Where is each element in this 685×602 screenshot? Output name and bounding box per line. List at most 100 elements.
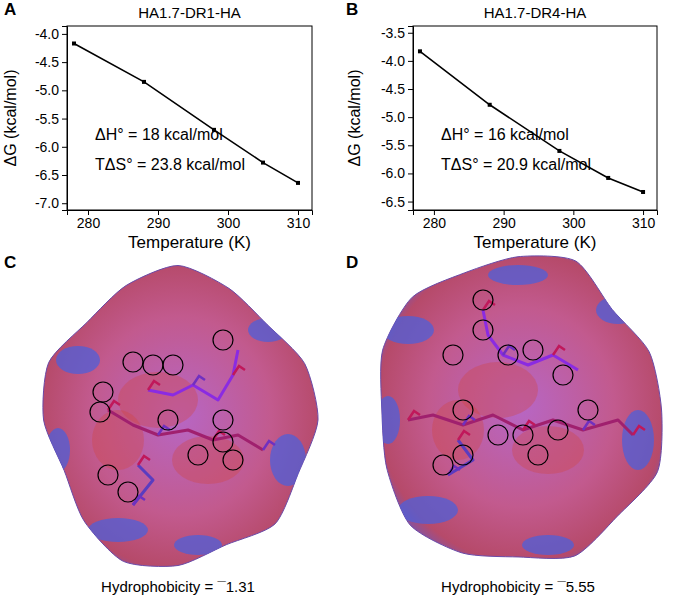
y-axis-line	[62, 27, 68, 211]
surface-patch	[622, 410, 654, 470]
chart-title: HA1.7-DR4-HA	[484, 4, 587, 21]
y-tick-mark	[62, 203, 67, 204]
surface-patch	[522, 535, 574, 555]
peptide-stick	[108, 410, 263, 450]
side-chain	[553, 346, 565, 355]
x-tick: 300	[217, 210, 241, 231]
y-tick: -4.5	[35, 54, 67, 70]
x-tick: 310	[632, 210, 656, 231]
y-axis: -4.0 -4.5 -5.0 -5.5 -6.0 -6.5 -7.0	[35, 26, 68, 211]
surface-patch	[596, 296, 640, 324]
y-tick-label: -4.0	[35, 26, 59, 42]
surface-patch	[398, 496, 458, 524]
y-tick-mark	[62, 90, 67, 91]
residue-circle	[433, 455, 453, 475]
surface-patch	[248, 318, 288, 342]
residue-circle	[473, 320, 493, 340]
y-tick-label: -6.0	[381, 165, 405, 181]
plot-frame	[413, 26, 657, 210]
panel-label: A	[4, 0, 16, 19]
y-tick-label: -5.5	[381, 137, 405, 153]
protein-surface	[43, 265, 318, 566]
y-axis-title: ΔG (kcal/mol)	[346, 70, 363, 167]
residue-circle	[498, 345, 518, 365]
y-tick: -6.0	[35, 139, 67, 155]
side-chain	[633, 426, 645, 435]
residue-circle	[488, 425, 508, 445]
figure: AHA1.7-DR1-HA280290300310-4.0-4.5-5.0-5.…	[0, 0, 685, 602]
surface-patch	[488, 265, 548, 285]
y-tick: -5.0	[35, 82, 67, 98]
panel-label: B	[346, 0, 358, 19]
residue-circle	[548, 420, 568, 440]
y-tick-mark	[408, 33, 413, 34]
data-point	[606, 176, 610, 180]
x-axis: 280290300310	[414, 210, 658, 231]
x-tick-label: 310	[287, 215, 311, 231]
residue-circle	[98, 465, 118, 485]
y-tick-label: -4.0	[381, 53, 405, 69]
surface-patches	[46, 318, 306, 555]
y-tick-label: -5.0	[35, 82, 59, 98]
side-chain	[233, 366, 245, 375]
data-point	[72, 41, 76, 45]
residue-circle	[553, 365, 573, 385]
residue-circle	[473, 290, 493, 310]
y-tick-label: -4.5	[35, 54, 59, 70]
y-tick-label: -5.5	[35, 111, 59, 127]
residue-circle	[118, 482, 138, 502]
y-tick-label: -6.5	[381, 194, 405, 210]
y-tick-mark	[62, 147, 67, 148]
data-line	[74, 43, 298, 182]
y-tick: -4.0	[381, 53, 413, 69]
y-tick: -3.5	[381, 25, 413, 41]
y-tick-mark	[62, 175, 67, 176]
x-axis-line	[414, 211, 658, 216]
y-tick-label: -6.5	[35, 167, 59, 183]
y-tick: -5.5	[381, 137, 413, 153]
side-chain	[448, 466, 460, 475]
residue-circle	[93, 382, 113, 402]
y-tick: -7.0	[35, 195, 67, 211]
annotation: ΔH° = 18 kcal/mol	[95, 126, 223, 143]
x-axis-title: Temperature (K)	[474, 233, 597, 252]
surface-patch	[382, 316, 434, 344]
annotation: TΔS° = 20.9 kcal/mol	[441, 156, 591, 173]
residue-circle	[223, 450, 243, 470]
y-tick-label: -7.0	[35, 195, 59, 211]
residue-circle	[213, 432, 233, 452]
y-tick-label: -6.0	[35, 139, 59, 155]
data-point	[142, 80, 146, 84]
surface-patch	[92, 410, 144, 470]
plot-area	[72, 41, 300, 184]
x-tick-label: 280	[77, 215, 101, 231]
x-tick-label: 310	[632, 215, 656, 231]
protein-surface	[381, 256, 662, 559]
residue-circle	[213, 330, 233, 350]
side-chain	[408, 411, 420, 420]
residue-circle	[513, 425, 533, 445]
side-chain	[263, 441, 275, 450]
data-point	[296, 181, 300, 185]
y-tick-mark	[62, 62, 67, 63]
chart-panel: BHA1.7-DR4-HA280290300310-3.5-4.0-4.5-5.…	[346, 0, 658, 252]
surface-patch	[376, 396, 400, 444]
surface-patch	[174, 535, 222, 555]
data-point	[418, 49, 422, 53]
y-tick: -5.5	[35, 111, 67, 127]
residue-circle	[523, 340, 543, 360]
x-axis-title: Temperature (K)	[128, 233, 251, 252]
x-tick-label: 290	[492, 215, 516, 231]
data-point	[488, 103, 492, 107]
y-tick-mark	[408, 173, 413, 174]
x-tick-label: 280	[423, 215, 447, 231]
y-axis: -3.5-4.0-4.5-5.0-5.5-6.0-6.5	[381, 25, 414, 211]
x-tick-label: 290	[147, 215, 171, 231]
side-chain	[193, 376, 205, 385]
y-tick-mark	[408, 61, 413, 62]
residue-circle	[578, 400, 598, 420]
y-tick-mark	[408, 117, 413, 118]
y-tick: -6.5	[35, 167, 67, 183]
side-chain	[583, 421, 595, 430]
y-tick: -6.5	[381, 194, 413, 210]
